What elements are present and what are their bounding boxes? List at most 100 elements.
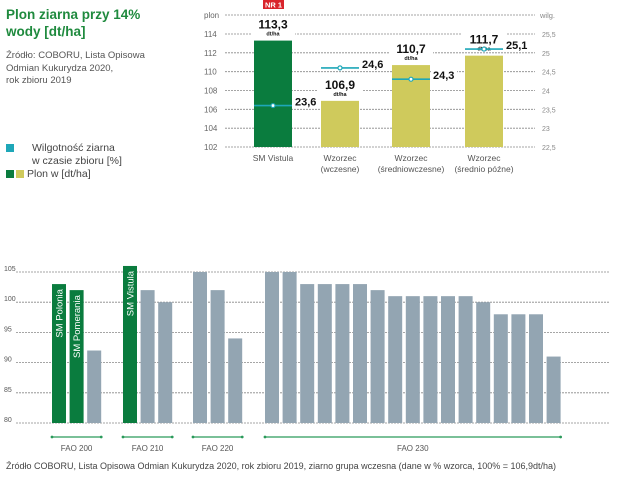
bar-variety [476,302,491,423]
bar-yield [465,55,503,147]
y-tick-label: 106 [204,105,218,114]
moisture-marker [481,46,487,52]
moisture-marker [337,65,343,71]
moisture-value-label: 24,3 [433,70,454,82]
group-label: FAO 220 [202,444,234,453]
group-bracket-end [121,435,125,439]
bar-value-label: 106,9 [325,78,355,92]
moisture-marker [408,76,414,82]
y-tick-label: 90 [4,357,12,364]
label-background [251,16,295,37]
bar-variety [335,284,350,423]
category-label: (wczesne) [321,164,360,174]
legend-swatch-teal [6,144,14,152]
bar-variety [123,265,137,423]
moisture-value-label: 24,6 [362,59,383,71]
y2-tick-label: 24,5 [542,70,556,77]
badge-nr1 [263,0,284,9]
y-tick-label: 102 [204,143,218,152]
group-bracket-end [240,435,244,439]
bar-variety [511,314,526,423]
group-bracket-end [191,435,195,439]
source-line: rok zbioru 2019 [6,75,72,86]
y-tick-label: 100 [4,296,16,303]
group-label: FAO 210 [132,444,164,453]
bar-variety [546,356,561,423]
title-line-2: wody [dt/ha] [6,24,86,39]
label-background [462,31,506,52]
group-bracket-end [559,435,562,439]
y-tick-label: 95 [4,326,12,333]
bar-unit-label: dt/ha [266,32,280,38]
bar-variety [405,296,420,423]
bar-value-label: 111,7 [470,33,499,47]
bar-variety [228,338,243,423]
bar-variety [353,284,367,423]
bar-variety [158,302,173,423]
group-label: FAO 230 [397,444,429,453]
bar-variety [193,272,207,423]
label-background [431,68,457,83]
y2-tick-label: 23 [542,126,550,133]
bar-variety [69,290,84,423]
bar-variety [87,350,102,423]
bar-unit-label: dt/ha [333,92,347,98]
category-label: (średnio późne) [454,164,513,174]
title-line-1: Plon ziarna przy 14% [6,7,141,22]
badge-text: NR 1 [265,1,282,10]
source-note: Źródło: COBORU, Lista Opisowa Odmian Kuk… [6,50,196,88]
y-tick-label: 110 [204,68,217,77]
group-bracket-end [170,435,174,439]
bar-variety [300,284,315,423]
bar-variety [441,296,455,423]
group-bracket-end [50,435,54,439]
legend-text: Wilgotność ziarna [32,142,115,154]
bar-variety [210,290,225,423]
label-background [318,76,362,97]
bar-variety [388,296,403,423]
y-axis-label: plon [204,11,219,20]
bottom-chart: 80 85 90 95 100 105 SM Polonia SM Pomerania FAO … [4,265,610,453]
variety-name-label: SM Pomerania [72,294,83,358]
legend-item-yield: Plon w [dt/ha] [6,168,122,181]
bar-variety [52,284,66,423]
legend-label-yield: Plon w [dt/ha] [27,168,91,180]
bar-variety [423,296,438,423]
bar-variety [265,272,279,423]
category-label: Wzorzec [467,153,501,163]
source-line: Źródło: COBORU, Lista Opisowa [6,50,145,61]
footer-source: Źródło COBORU, Lista Opisowa Odmian Kuku… [6,461,557,471]
y-tick-label: 85 [4,387,12,394]
variety-name-label: SM Polonia [55,288,66,337]
legend-swatch-dark-green [6,170,14,178]
bar-variety [458,296,473,423]
y-tick-label: 80 [4,417,12,424]
category-label: SM Vistula [253,153,294,163]
top-chart: plon wilg. 102 104 106 108 110 112 114 22,5 23 23,5… [204,0,556,174]
category-label: (średniowczesne) [378,164,445,174]
chart-title: Plon ziarna przy 14% wody [dt/ha] [6,6,186,40]
bar-variety [493,314,508,423]
category-label: Wzorzec [323,153,357,163]
label-background [504,38,530,53]
bar-yield [254,40,292,147]
group-bracket-end [99,435,103,439]
y2-tick-label: 22,5 [542,145,556,152]
label-background [360,56,386,71]
moisture-value-label: 23,6 [295,97,316,109]
y2-tick-label: 25,5 [542,32,556,39]
legend-item-moisture: Wilgotność ziarna w czasie zbioru [%] [6,142,122,168]
bar-variety [140,290,155,423]
moisture-marker [270,102,276,109]
bar-yield [321,100,359,147]
bar-variety [529,314,543,423]
y2-tick-label: 23,5 [542,107,556,114]
legend-swatch-light-green [16,170,24,178]
y2-tick-label: 25 [542,51,550,58]
y2-tick-label: 24 [542,89,550,96]
source-line: Odmian Kukurydza 2020, [6,62,114,74]
bar-variety [282,272,297,423]
y-tick-label: 104 [204,124,218,133]
legend: Wilgotność ziarna w czasie zbioru [%] Pl… [6,142,122,181]
bar-unit-label: dt/ha [404,56,418,62]
